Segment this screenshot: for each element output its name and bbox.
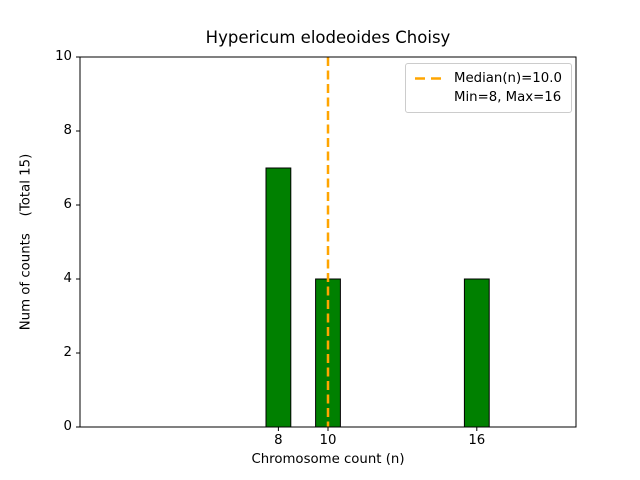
y-tick-label: 6 <box>63 197 72 212</box>
y-tick-label: 8 <box>63 123 72 138</box>
y-tick-label: 0 <box>63 419 72 434</box>
x-tick-label: 8 <box>274 433 283 448</box>
legend-label-median: Median(n)=10.0 <box>454 71 562 86</box>
x-tick-label: 10 <box>319 433 337 448</box>
chart-title: Hypericum elodeoides Choisy <box>205 28 451 47</box>
median-line-legend-icon <box>415 77 445 80</box>
x-axis-label: Chromosome count (n) <box>251 452 405 467</box>
y-tick-label: 10 <box>55 49 72 64</box>
y-tick-label: 4 <box>63 271 72 286</box>
bar <box>463 278 490 428</box>
legend-entry-median: Median(n)=10.0 <box>415 69 563 88</box>
legend-label-minmax: Min=8, Max=16 <box>454 90 562 105</box>
legend: Median(n)=10.0 Min=8, Max=16 <box>405 63 572 113</box>
bar <box>265 167 292 428</box>
legend-entry-minmax: Min=8, Max=16 <box>415 88 563 107</box>
y-tick-label: 2 <box>63 345 72 360</box>
x-tick-label: 16 <box>468 433 486 448</box>
y-axis-label: Num of counts (Total 15) <box>18 153 34 331</box>
legend-empty-handle <box>415 95 445 100</box>
